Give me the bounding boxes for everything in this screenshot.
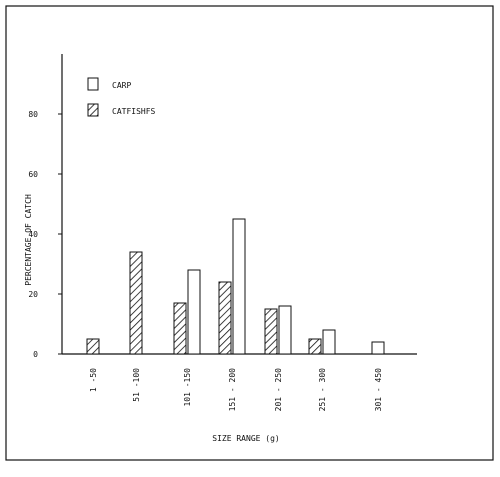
- x-axis-tick-labels: 1 -50 51 -100 101 -150 151 - 200 201 - 250 25…: [89, 368, 383, 412]
- y-tick-label: 40: [28, 230, 38, 239]
- bar-carp-5: [278, 305, 292, 355]
- y-tick-label: 0: [33, 350, 38, 359]
- bars: [86, 218, 385, 355]
- x-tick-label: 151 - 200: [228, 368, 237, 412]
- y-axis-ticks: 0 20 40 60 80: [28, 110, 62, 359]
- legend-swatch-catfishes: [87, 103, 99, 117]
- bar-catfishes-3: [173, 302, 187, 355]
- legend: CARP CATFISHFS: [87, 77, 156, 117]
- figure-border: [5, 5, 494, 461]
- x-axis-title: SIZE RANGE (g): [212, 434, 279, 443]
- bar-carp-4: [232, 218, 246, 355]
- bar-catfishes-5: [264, 308, 278, 355]
- bar-carp-3: [187, 269, 201, 355]
- bar-catfishes-2: [129, 251, 143, 355]
- y-tick-label: 20: [28, 290, 38, 299]
- legend-label-catfishes: CATFISHFS: [112, 107, 156, 116]
- y-axis-title: PERCENTAGE OF CATCH: [24, 194, 33, 286]
- y-tick-label: 60: [28, 170, 38, 179]
- x-tick-label: 301 - 450: [374, 368, 383, 412]
- x-tick-label: 51 -100: [132, 368, 141, 402]
- x-tick-label: 101 -150: [183, 368, 192, 407]
- bar-catfishes-1: [86, 338, 100, 355]
- bar-catfishes-6: [308, 338, 322, 355]
- bar-carp-6: [322, 329, 336, 355]
- legend-swatch-carp: [87, 77, 99, 91]
- legend-label-carp: CARP: [112, 81, 131, 90]
- x-tick-label: 1 -50: [89, 368, 98, 392]
- bar-carp-7: [371, 341, 385, 355]
- x-tick-label: 251 - 300: [318, 368, 327, 412]
- y-tick-label: 80: [28, 110, 38, 119]
- x-tick-label: 201 - 250: [274, 368, 283, 412]
- bar-catfishes-4: [218, 281, 232, 355]
